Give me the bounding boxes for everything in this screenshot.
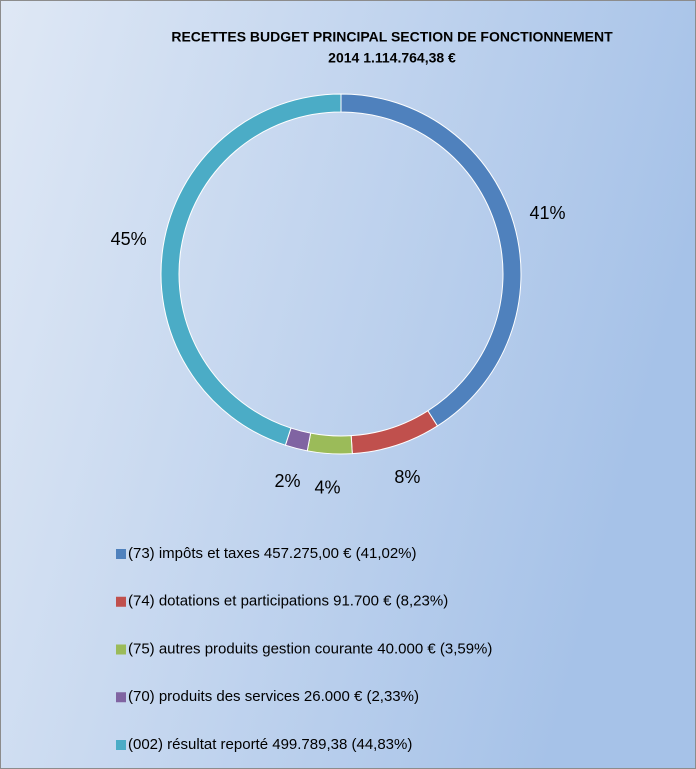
data-label: 41% xyxy=(529,203,565,223)
legend-swatch xyxy=(116,644,126,655)
legend-label: (70) produits des services 26.000 € (2,3… xyxy=(128,688,419,705)
legend-swatch xyxy=(116,549,126,559)
donut-slice xyxy=(160,93,342,446)
legend-swatch xyxy=(116,692,126,703)
donut-slice xyxy=(306,432,353,455)
legend-swatch xyxy=(116,740,126,750)
legend-label: (74) dotations et participations 91.700 … xyxy=(128,593,448,610)
data-label: 8% xyxy=(394,467,420,487)
legend-label: (002) résultat reporté 499.789,38 (44,83… xyxy=(128,736,412,753)
legend-label: (75) autres produits gestion courante 40… xyxy=(128,640,492,657)
data-label: 4% xyxy=(314,477,340,497)
legend-label: (73) impôts et taxes 457.275,00 € (41,02… xyxy=(128,545,417,562)
chart-title: RECETTES BUDGET PRINCIPAL SECTION DE FON… xyxy=(171,29,613,45)
data-label: 45% xyxy=(111,229,147,249)
data-label: 2% xyxy=(275,471,301,491)
chart-title: 2014 1.114.764,38 € xyxy=(328,50,456,66)
legend-swatch xyxy=(116,596,126,607)
